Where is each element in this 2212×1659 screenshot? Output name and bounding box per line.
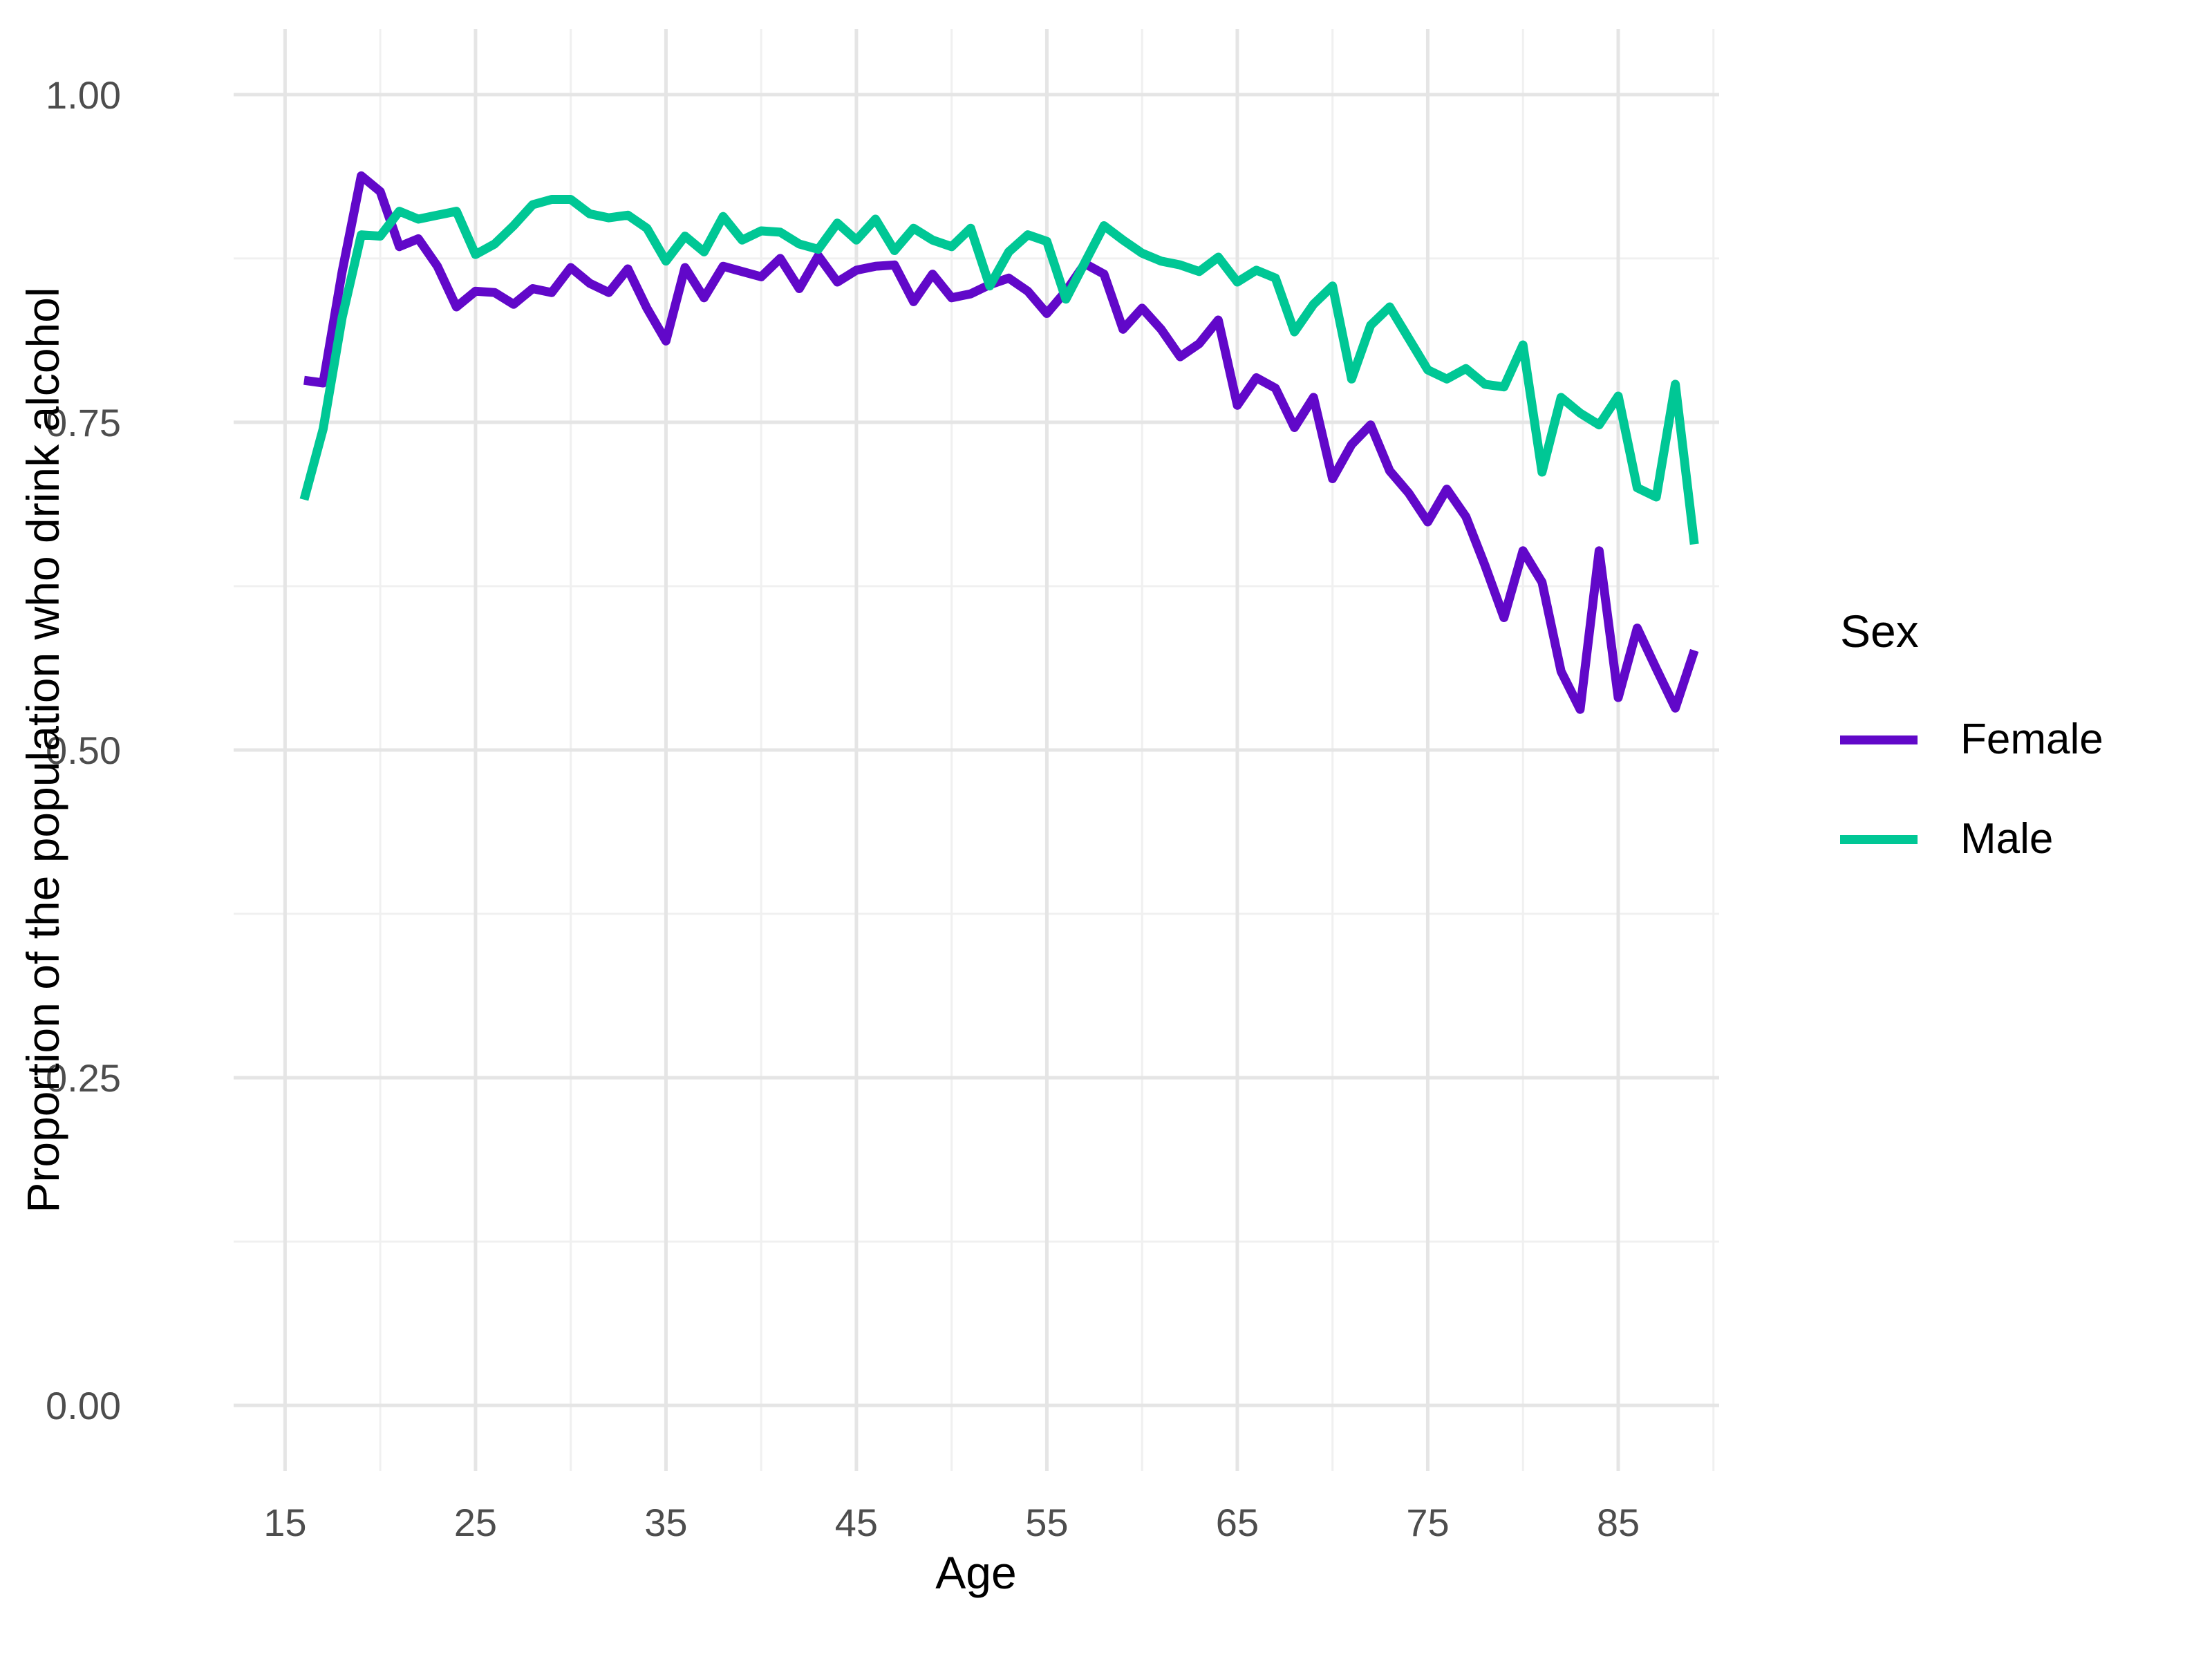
x-axis-title: Age: [935, 1547, 1017, 1598]
x-tick-label: 75: [1406, 1501, 1449, 1544]
y-tick-label: 0.25: [46, 1056, 121, 1100]
y-tick-label: 1.00: [46, 73, 121, 117]
gridlines-major: [234, 29, 1719, 1471]
legend: Sex Female Male: [1840, 608, 2103, 914]
x-tick-label: 15: [263, 1501, 306, 1544]
x-axis-tick-labels: 15 25 35 45 55 65 75 85: [263, 1501, 1640, 1544]
x-tick-label: 85: [1597, 1501, 1640, 1544]
legend-item-female: Female: [1840, 715, 2103, 765]
y-axis-title: Proportion of the population who drink a…: [17, 287, 68, 1213]
y-axis-tick-labels: 0.00 0.25 0.50 0.75 1.00: [46, 73, 121, 1427]
x-tick-label: 35: [644, 1501, 687, 1544]
x-tick-label: 65: [1216, 1501, 1259, 1544]
y-tick-label: 0.50: [46, 729, 121, 772]
y-tick-label: 0.75: [46, 401, 121, 444]
x-tick-label: 55: [1025, 1501, 1068, 1544]
legend-item-male: Male: [1840, 814, 2103, 864]
series-line-male: [299, 195, 1699, 545]
legend-label-male: Male: [1960, 815, 2054, 863]
female-line-key-icon: [1840, 735, 1918, 744]
x-tick-label: 45: [835, 1501, 878, 1544]
legend-title: Sex: [1840, 606, 1919, 657]
x-tick-label: 25: [454, 1501, 497, 1544]
legend-label-female: Female: [1960, 715, 2103, 763]
y-tick-label: 0.00: [46, 1384, 121, 1427]
male-line-key-icon: [1840, 834, 1918, 844]
series-line-female: [303, 171, 1699, 714]
